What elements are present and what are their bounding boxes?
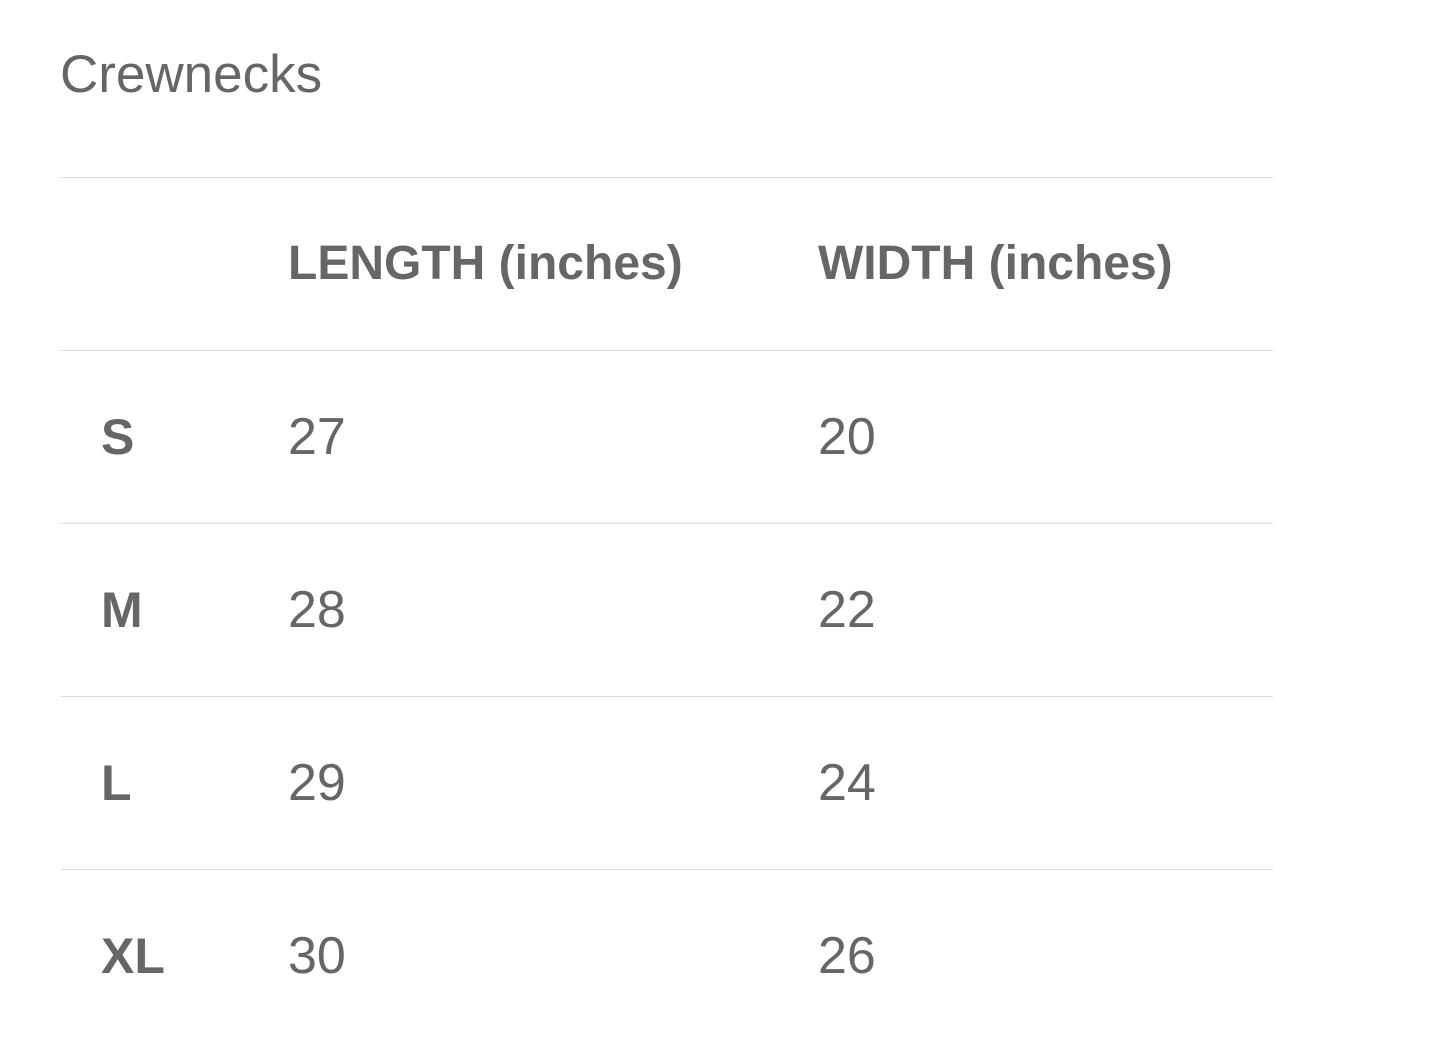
width-value: 24 — [818, 754, 876, 812]
size-chart-table: LENGTH (inches) WIDTH (inches) S 27 20 M… — [61, 177, 1273, 1042]
table-row: S 27 20 — [61, 350, 1273, 523]
header-length: LENGTH (inches) — [288, 237, 683, 290]
header-width: WIDTH (inches) — [818, 237, 1173, 290]
page-title: Crewnecks — [60, 45, 323, 104]
size-label: XL — [101, 928, 165, 984]
length-value: 28 — [288, 581, 346, 639]
size-label: L — [101, 755, 132, 811]
size-label: S — [101, 409, 135, 465]
length-value: 27 — [288, 408, 346, 466]
width-value: 20 — [818, 408, 876, 466]
table-row: M 28 22 — [61, 523, 1273, 696]
length-value: 29 — [288, 754, 346, 812]
table-header-row: LENGTH (inches) WIDTH (inches) — [61, 177, 1273, 350]
size-label: M — [101, 582, 143, 638]
width-value: 26 — [818, 927, 876, 985]
length-value: 30 — [288, 927, 346, 985]
table-row: L 29 24 — [61, 696, 1273, 869]
width-value: 22 — [818, 581, 876, 639]
table-row: XL 30 26 — [61, 869, 1273, 1042]
